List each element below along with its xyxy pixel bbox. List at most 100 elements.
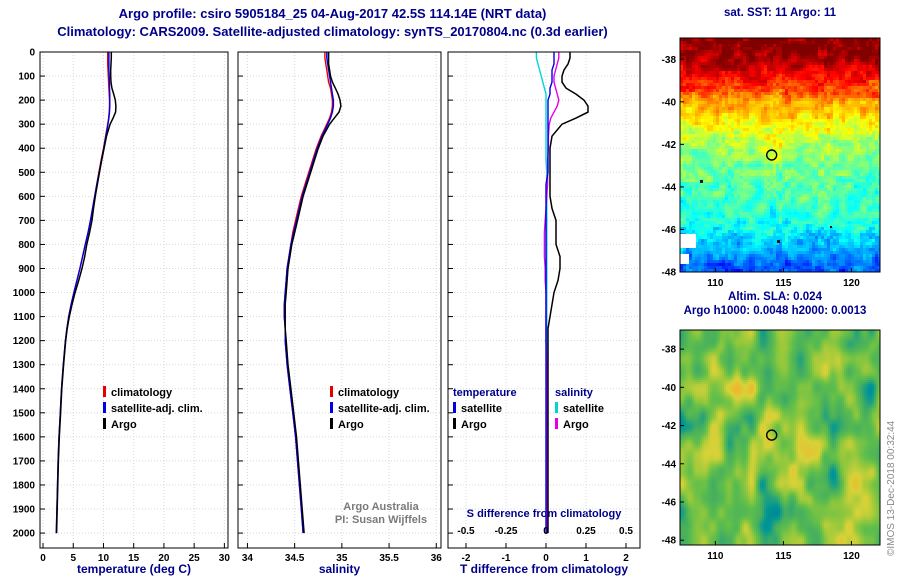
svg-text:600: 600 [18, 192, 35, 203]
svg-text:-46: -46 [662, 225, 677, 236]
legend-label: climatology [338, 387, 400, 399]
svg-text:1600: 1600 [13, 432, 36, 443]
svg-text:-48: -48 [662, 268, 677, 279]
svg-text:100: 100 [18, 72, 35, 83]
series-difference-profile-satellite [545, 52, 555, 534]
climatology-line-swatch [103, 386, 106, 397]
svg-text:120: 120 [843, 551, 860, 562]
svg-text:-42: -42 [662, 140, 677, 151]
svg-text:-46: -46 [662, 498, 677, 509]
series-difference-profile-s_satellite [535, 52, 548, 534]
legend-row: Argo [453, 417, 517, 433]
svg-text:0.25: 0.25 [576, 526, 596, 537]
svg-text:1500: 1500 [13, 408, 36, 419]
satellite-clim-line-swatch [330, 402, 333, 413]
svg-text:110: 110 [707, 278, 724, 289]
svg-text:500: 500 [18, 168, 35, 179]
argo-line-swatch [103, 418, 106, 429]
legend-label: satellite [563, 403, 604, 415]
page-subtitle: Climatology: CARS2009. Satellite-adjuste… [57, 24, 608, 39]
legend-row: climatology [330, 385, 430, 401]
footnote-line: Argo Australia [343, 501, 419, 513]
t-difference-axis-label: T difference from climatology [459, 562, 629, 576]
svg-text:300: 300 [18, 120, 35, 131]
page-title: Argo profile: csiro 5905184_25 04-Aug-20… [118, 6, 547, 21]
legend-label: Argo [563, 419, 589, 431]
altimetry-sla-caption: Altim. SLA: 0.024 [728, 291, 822, 303]
svg-text:-44: -44 [662, 459, 677, 470]
argo-line-swatch [330, 418, 333, 429]
temperature-axis-label: temperature (deg C) [76, 562, 192, 576]
legend-label: satellite [461, 403, 502, 415]
salinity-legend: climatology satellite-adj. clim. Argo [330, 385, 430, 433]
series-difference-profile-s_argo [543, 52, 560, 534]
svg-text:1800: 1800 [13, 480, 36, 491]
series-temperature-profile-climatology [55, 52, 111, 534]
footnote-line: PI: Susan Wijffels [334, 514, 428, 526]
series-temperature-profile-satellite [55, 52, 111, 534]
series-salinity-profile-climatology [283, 52, 334, 534]
svg-text:115: 115 [775, 278, 792, 289]
svg-text:1700: 1700 [13, 456, 36, 467]
svg-text:1400: 1400 [13, 384, 36, 395]
sst-map-title: sat. SST: 11 Argo: 11 [723, 7, 837, 19]
legend-header: salinity [555, 387, 593, 399]
series-difference-profile-argo [547, 52, 589, 534]
svg-text:1100: 1100 [13, 312, 35, 323]
salinity-axis-label: salinity [318, 562, 361, 576]
difference-legend-salinity-column: salinity satellite Argo [555, 385, 604, 433]
svg-text:-44: -44 [662, 182, 677, 193]
svg-text:1900: 1900 [13, 505, 36, 516]
legend-row: satellite [453, 401, 517, 417]
legend-label: Argo [111, 419, 137, 431]
sla-map [680, 330, 880, 545]
svg-text:2000: 2000 [13, 529, 36, 540]
svg-text:-38: -38 [662, 345, 677, 356]
legend-label: Argo [338, 419, 364, 431]
svg-text:0.5: 0.5 [619, 526, 633, 537]
s-argo-line-swatch [555, 418, 558, 429]
legend-row: Argo [330, 417, 430, 433]
argo-height-caption: Argo h1000: 0.0048 h2000: 0.0013 [683, 305, 867, 317]
legend-label: climatology [111, 387, 173, 399]
series-salinity-profile-satellite [283, 52, 335, 534]
svg-text:120: 120 [843, 278, 860, 289]
legend-row: satellite-adj. clim. [103, 401, 203, 417]
svg-text:-40: -40 [662, 97, 677, 108]
sst-map [680, 38, 880, 272]
legend-row: satellite-adj. clim. [330, 401, 430, 417]
svg-text:0: 0 [543, 526, 549, 537]
svg-text:0: 0 [29, 48, 35, 59]
legend-header: temperature [453, 387, 517, 399]
svg-text:200: 200 [18, 96, 35, 107]
svg-text:800: 800 [18, 240, 35, 251]
svg-text:-42: -42 [662, 421, 677, 432]
legend-row: satellite [555, 401, 604, 417]
svg-text:1200: 1200 [13, 336, 36, 347]
temperature-legend: climatology satellite-adj. clim. Argo [103, 385, 203, 433]
legend-label: satellite-adj. clim. [111, 403, 203, 415]
satellite-clim-line-swatch [103, 402, 106, 413]
argo-australia-footnote: Argo Australia PI: Susan Wijffels [322, 501, 440, 527]
series-temperature-profile-argo [55, 52, 117, 534]
svg-text:400: 400 [18, 144, 35, 155]
series-salinity-profile-argo [284, 52, 342, 534]
legend-row: Argo [555, 417, 604, 433]
svg-text:-0.25: -0.25 [495, 526, 518, 537]
svg-text:-0.5: -0.5 [457, 526, 475, 537]
imos-credit: ©IMOS 13-Dec-2018 00:32:44 [886, 420, 897, 556]
svg-text:900: 900 [18, 264, 35, 275]
svg-text:1000: 1000 [13, 288, 36, 299]
s-satellite-line-swatch [555, 402, 558, 413]
svg-text:-38: -38 [662, 55, 677, 66]
legend-row: climatology [103, 385, 203, 401]
climatology-line-swatch [330, 386, 333, 397]
svg-text:115: 115 [775, 551, 792, 562]
svg-text:110: 110 [707, 551, 724, 562]
legend-label: Argo [461, 419, 487, 431]
t-satellite-line-swatch [453, 402, 456, 413]
difference-legend-temperature-column: temperature satellite Argo [453, 385, 517, 433]
svg-text:-40: -40 [662, 383, 677, 394]
svg-text:700: 700 [18, 216, 35, 227]
